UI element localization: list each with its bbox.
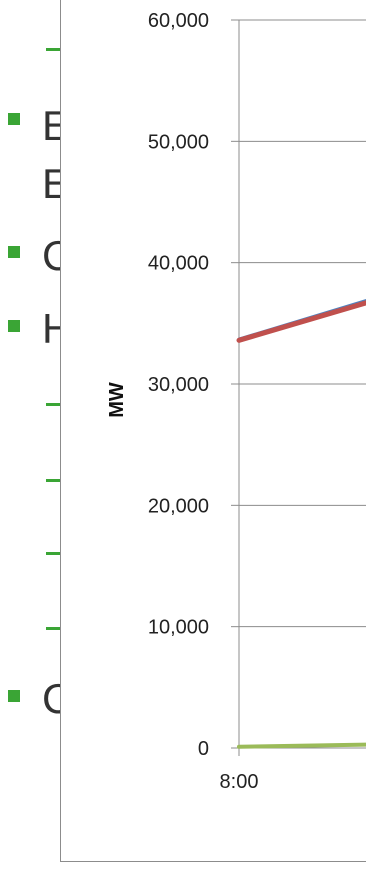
y-tick-label: 50,000 bbox=[148, 131, 209, 153]
y-tick-label: 20,000 bbox=[148, 495, 209, 517]
sub-bullet-dash-icon bbox=[46, 552, 60, 555]
y-tick-label: 40,000 bbox=[148, 253, 209, 275]
y-tick-label: 0 bbox=[198, 738, 209, 760]
chart-panel: 60,000 50,000 40,000 30,000 20,000 10,000 0 8:0… bbox=[60, 0, 366, 862]
y-tick-label: 30,000 bbox=[148, 374, 209, 396]
series-line bbox=[237, 742, 366, 749]
sub-bullet-dash-icon bbox=[46, 479, 60, 482]
sub-bullet-dash-icon bbox=[46, 403, 60, 406]
y-axis-title: MW bbox=[106, 382, 128, 418]
sub-bullet-dash-icon bbox=[46, 627, 60, 630]
y-tick-label: 60,000 bbox=[148, 10, 209, 32]
bullet-square-icon bbox=[8, 113, 20, 125]
series-line bbox=[236, 300, 366, 343]
sub-bullet-dash-icon bbox=[46, 48, 60, 51]
x-tick-label: 8:00 bbox=[220, 771, 259, 793]
bullet-square-icon bbox=[8, 246, 20, 258]
line-chart: 60,000 50,000 40,000 30,000 20,000 10,000 0 8:0… bbox=[106, 10, 366, 793]
y-tick-label: 10,000 bbox=[148, 617, 209, 639]
bullet-square-icon bbox=[8, 320, 20, 332]
bullet-square-icon bbox=[8, 690, 20, 702]
